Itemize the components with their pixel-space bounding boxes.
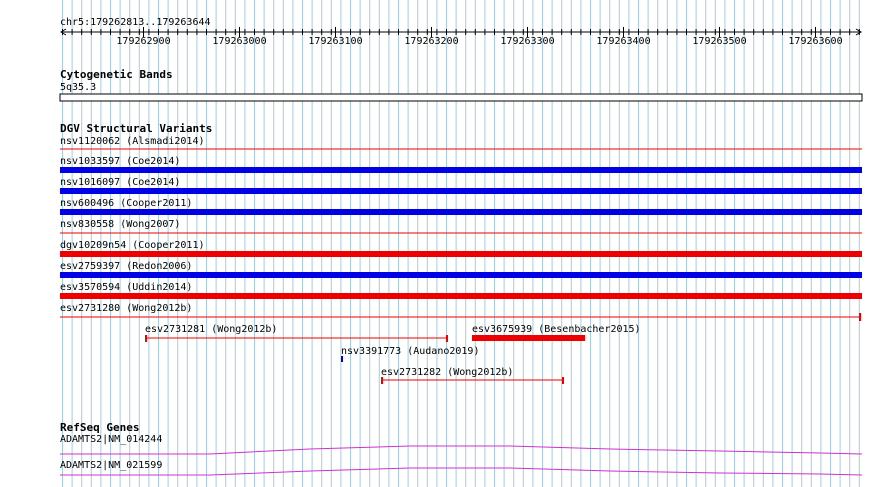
dgv-variant-esv2731281[interactable]: esv2731281 (Wong2012b)	[145, 324, 448, 342]
dgv-track-title[interactable]: DGV Structural Variants	[60, 122, 212, 135]
dgv-track-label: nsv600496 (Cooper2011)	[60, 198, 192, 209]
grid-lines	[62, 0, 860, 487]
dgv-track-label: nsv1016097 (Coe2014)	[60, 177, 180, 188]
refseq-track-title[interactable]: RefSeq Genes	[60, 421, 139, 434]
dgv-track-5[interactable]: dgv10209n54 (Cooper2011)	[60, 240, 862, 257]
variant-label: esv2731281 (Wong2012b)	[145, 324, 277, 335]
ruler-tick-label: 179263200	[404, 36, 458, 47]
dgv-variant-nsv3391773[interactable]: nsv3391773 (Audano2019)	[341, 346, 479, 362]
ruler-left-arrow-icon[interactable]	[60, 28, 67, 36]
dgv-track-2[interactable]: nsv1016097 (Coe2014)	[60, 177, 862, 194]
dgv-track-3[interactable]: nsv600496 (Cooper2011)	[60, 198, 862, 215]
dgv-track-8[interactable]: esv2731280 (Wong2012b)	[60, 303, 861, 321]
dgv-track-label: esv2759397 (Redon2006)	[60, 261, 192, 272]
dgv-variant-esv2731282[interactable]: esv2731282 (Wong2012b)	[381, 367, 564, 384]
variant-bar[interactable]	[341, 356, 343, 362]
dgv-track-label: nsv1120062 (Alsmadi2014)	[60, 136, 205, 147]
ruler-tick-label: 179263600	[788, 36, 842, 47]
dgv-track-label: esv3570594 (Uddin2014)	[60, 282, 192, 293]
dgv-track-7[interactable]: esv3570594 (Uddin2014)	[60, 282, 862, 299]
dgv-track-0[interactable]: nsv1120062 (Alsmadi2014)	[60, 136, 862, 150]
dgv-variant-esv3675939[interactable]: esv3675939 (Besenbacher2015)	[472, 324, 641, 341]
variant-bar[interactable]	[60, 167, 862, 173]
ruler-tick-label: 179263000	[212, 36, 266, 47]
variant-bar[interactable]	[60, 251, 862, 257]
ruler-tick-label: 179262900	[116, 36, 170, 47]
cytoband-track-title[interactable]: Cytogenetic Bands	[60, 68, 173, 81]
gene-label: ADAMTS2|NM_014244	[60, 434, 162, 445]
ruler-tick-label: 179263400	[596, 36, 650, 47]
refseq-gene-1[interactable]: ADAMTS2|NM_021599	[60, 460, 863, 476]
gene-model[interactable]	[60, 445, 863, 455]
ruler-tick-label: 179263100	[308, 36, 362, 47]
dgv-track-4[interactable]: nsv830558 (Wong2007)	[60, 219, 862, 234]
cytoband-bar[interactable]	[59, 93, 863, 102]
dgv-track-label: dgv10209n54 (Cooper2011)	[60, 240, 205, 251]
dgv-track-label: nsv1033597 (Coe2014)	[60, 156, 180, 167]
ruler-right-arrow-icon[interactable]	[855, 28, 862, 36]
ruler-ticks: 179262900 179263000 179263100 179263200 1792…	[62, 27, 860, 47]
ruler-tick-label: 179263300	[500, 36, 554, 47]
variant-label: esv3675939 (Besenbacher2015)	[472, 324, 641, 335]
dgv-track-6[interactable]: esv2759397 (Redon2006)	[60, 261, 862, 278]
location-label: chr5:179262813..179263644	[60, 17, 211, 28]
ruler-tick-label: 179263500	[692, 36, 746, 47]
dgv-track-label: esv2731280 (Wong2012b)	[60, 303, 192, 314]
dgv-track-1[interactable]: nsv1033597 (Coe2014)	[60, 156, 862, 173]
variant-bar[interactable]	[60, 188, 862, 194]
dgv-track-label: nsv830558 (Wong2007)	[60, 219, 180, 230]
gene-label: ADAMTS2|NM_021599	[60, 460, 162, 471]
variant-bar[interactable]	[60, 293, 862, 299]
variant-bar[interactable]	[60, 209, 862, 215]
cytoband-label: 5q35.3	[60, 82, 96, 93]
variant-label: nsv3391773 (Audano2019)	[341, 346, 479, 357]
variant-label: esv2731282 (Wong2012b)	[381, 367, 513, 378]
gene-model[interactable]	[60, 467, 863, 476]
variant-bar[interactable]	[472, 335, 585, 341]
variant-bar[interactable]	[60, 272, 862, 278]
refseq-gene-0[interactable]: ADAMTS2|NM_014244	[60, 434, 863, 455]
